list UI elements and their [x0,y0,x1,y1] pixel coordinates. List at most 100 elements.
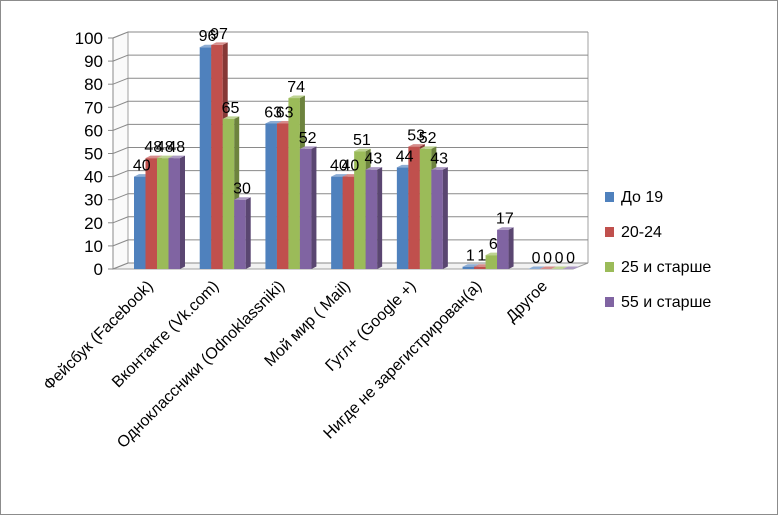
y-tick-label: 50 [84,145,103,164]
bar-front [431,169,443,269]
bar-top [157,155,174,159]
bar-top [408,144,425,147]
bar-front [299,148,312,269]
data-label: 52 [419,130,437,147]
bar-front [342,176,355,269]
data-label: 97 [210,26,228,43]
bar-front [157,158,169,269]
data-label: 43 [430,151,448,168]
data-label: 6 [489,236,498,253]
bar [562,266,580,269]
bar [365,167,383,269]
data-label: 96 [199,28,217,45]
bar-front [408,146,420,269]
data-label: 74 [287,79,305,96]
bars [134,42,580,270]
bar-front [354,151,366,269]
bar-front [396,167,409,269]
bar-front [419,148,432,269]
bar-top [331,174,348,177]
bar-top [419,146,437,149]
legend-label: 25 и старше [621,259,711,276]
data-label: 65 [222,100,240,117]
bar-top [497,227,514,230]
y-tick-label: 90 [84,52,103,71]
bar-side [245,197,251,269]
bar-side [508,227,514,269]
gridline [112,123,588,131]
legend-label: 55 и старше [621,294,711,311]
category-label: Вконтакте (Vk.com) [109,278,222,391]
bar [234,197,251,269]
y-tick-label: 20 [84,214,103,233]
data-label: 30 [233,181,251,198]
data-label: 0 [532,250,541,267]
bar [497,227,514,269]
bar-front [265,123,277,269]
data-label: 1 [466,248,475,265]
bar [168,155,185,269]
bar-side [377,167,383,269]
data-label: 40 [133,158,151,175]
legend-swatch [605,262,614,272]
y-tick-label: 70 [84,98,103,117]
category-label: Другое [503,278,551,326]
bar-top [462,264,480,267]
data-label: 17 [496,211,514,228]
bar-top [288,95,305,99]
x-axis-categories: Фейсбук (Facebook)Вконтакте (Vk.com)Одно… [41,278,551,452]
data-label: 48 [167,139,185,156]
legend-item: 55 и старше [605,294,711,311]
bar-front [222,118,235,269]
bar-top [299,146,317,149]
data-label: 1 [477,248,486,265]
data-label: 43 [364,151,382,168]
bar-front [145,158,157,269]
gridline [112,77,588,85]
data-label: 48 [144,139,162,156]
bar-side [311,146,317,269]
data-label: 0 [543,250,552,267]
legend-item: 25 и старше [605,259,711,276]
bar-front [474,266,486,269]
y-tick-label: 0 [94,260,103,279]
bar-side [442,167,448,269]
bar-top [528,266,545,269]
bar-front [134,176,146,269]
bar-top [551,266,568,269]
bar-top [354,148,371,152]
bar-top [365,167,383,170]
gridline [112,54,588,62]
y-axis-ticks: 0 10 20 30 40 50 60 70 80 90 100 [75,29,114,279]
legend-label: 20-24 [621,224,662,241]
legend-swatch [605,192,614,202]
gridline [112,31,588,39]
bar-top [562,266,580,269]
bar-top [234,197,251,200]
data-label: 52 [299,130,317,147]
y-tick-label: 100 [75,29,103,48]
bar-front [199,47,212,269]
data-label: 40 [341,158,359,175]
data-label: 0 [566,250,575,267]
data-label: 63 [264,104,282,121]
legend-swatch [605,297,614,307]
bar-front [288,98,300,269]
bar-top [222,116,240,119]
bar-front [462,266,475,269]
bar-top [539,266,557,269]
bar-front [331,176,343,269]
gridline [112,100,588,108]
bar-top [211,42,228,45]
bar [431,167,448,269]
bar-side [180,155,185,269]
bar [528,266,545,269]
legend-item: 20-24 [605,224,662,241]
y-tick-label: 60 [84,121,103,140]
legend: До 19 20-24 25 и старше 55 и старше [605,189,711,311]
bar-front [276,123,289,269]
bar [551,266,568,269]
